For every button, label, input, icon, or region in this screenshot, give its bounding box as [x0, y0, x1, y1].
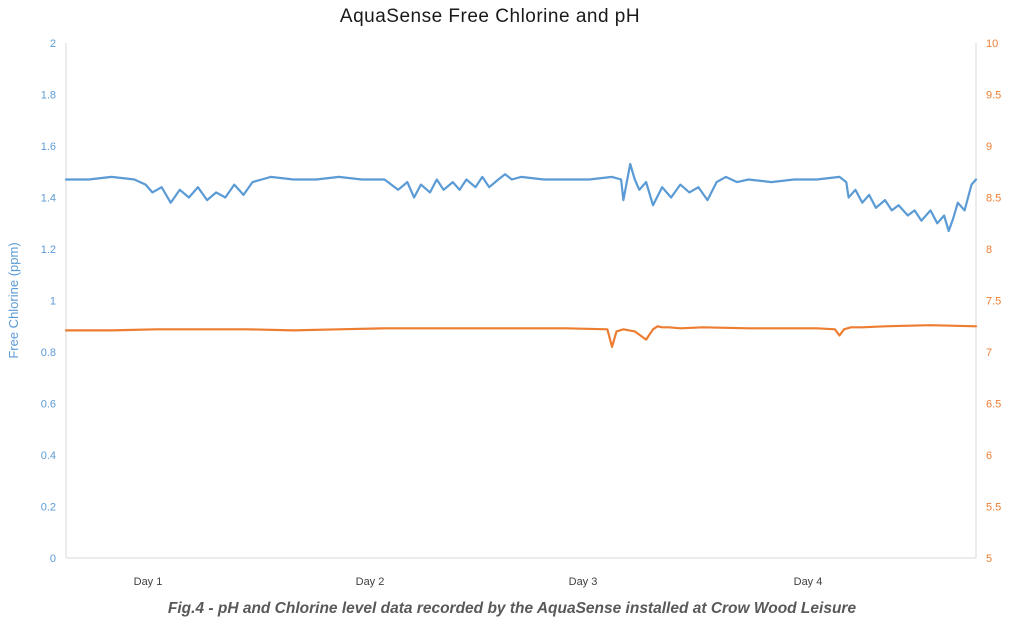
- left-tick-label: 1.6: [41, 141, 56, 153]
- series-layer: [64, 162, 978, 348]
- right-tick-label: 6: [986, 450, 992, 462]
- x-tick-label: Day 2: [356, 576, 385, 588]
- right-tick-label: 9.5: [986, 90, 1001, 102]
- right-tick-label: 7: [986, 347, 992, 359]
- figure-caption: Fig.4 - pH and Chlorine level data recor…: [167, 600, 857, 617]
- left-tick-label: 0: [50, 553, 56, 565]
- series-line-ph: [64, 324, 978, 348]
- series-line-free-chlorine: [64, 162, 978, 233]
- left-tick-label: 0.8: [41, 347, 56, 359]
- right-tick-label: 8.5: [986, 193, 1001, 205]
- x-tick-label: Day 1: [134, 576, 163, 588]
- right-tick-label: 5.5: [986, 502, 1001, 514]
- x-tick-label: Day 3: [569, 576, 598, 588]
- dual-axis-line-chart: 0 0.2 0.4 0.6 0.8 1 1.2 1.4 1.6 1.8 2 5 5.5 6 6.5 7 7.5 8…: [6, 38, 1001, 588]
- left-tick-label: 0.6: [41, 399, 56, 411]
- left-tick-label: 0.2: [41, 502, 56, 514]
- y-axis-title: Free Chlorine (ppm): [6, 242, 21, 358]
- left-tick-label: 1.8: [41, 90, 56, 102]
- x-tick-label: Day 4: [794, 576, 823, 588]
- left-tick-label: 1.4: [41, 193, 56, 205]
- left-tick-label: 1: [50, 296, 56, 308]
- left-tick-label: 0.4: [41, 450, 56, 462]
- right-tick-label: 8: [986, 244, 992, 256]
- right-tick-label: 7.5: [986, 296, 1001, 308]
- right-tick-label: 9: [986, 141, 992, 153]
- right-tick-label: 10: [986, 38, 998, 50]
- axes: 0 0.2 0.4 0.6 0.8 1 1.2 1.4 1.6 1.8 2 5 5.5 6 6.5 7 7.5 8…: [6, 38, 1001, 588]
- left-tick-label: 1.2: [41, 244, 56, 256]
- right-tick-label: 5: [986, 553, 992, 565]
- left-tick-label: 2: [50, 38, 56, 50]
- chart-title: AquaSense Free Chlorine and pH: [339, 6, 641, 27]
- right-tick-label: 6.5: [986, 399, 1001, 411]
